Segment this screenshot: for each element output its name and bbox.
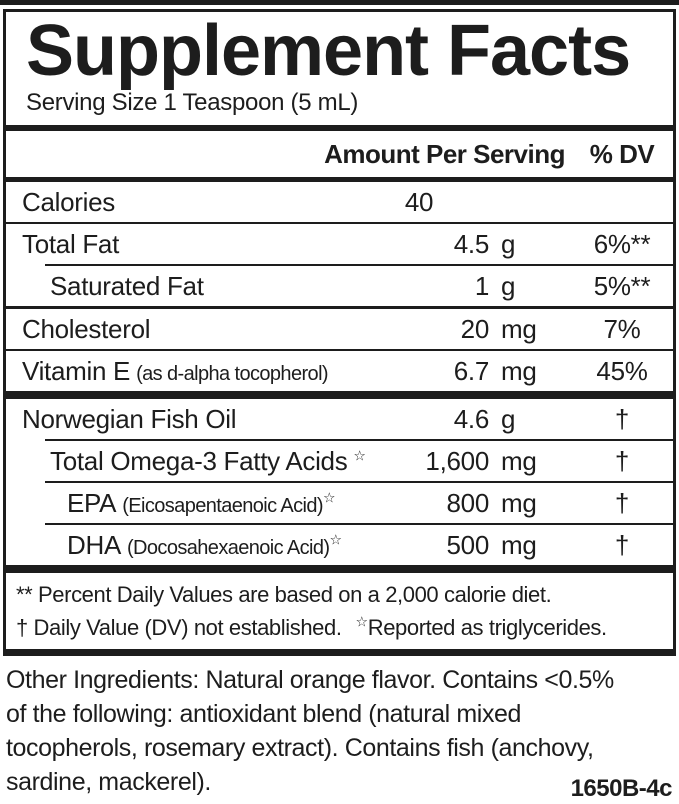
- amount-unit: g: [501, 403, 516, 434]
- dv-value: †: [614, 403, 630, 434]
- triglyceride-mark: ☆: [355, 614, 369, 631]
- divider-thick: [6, 391, 673, 400]
- row-total-omega3: Total Omega-3 Fatty Acids ☆ 1,600 mg †: [6, 441, 673, 481]
- row-saturated-fat: Saturated Fat 1 g 5%**: [6, 266, 673, 306]
- amount-unit: mg: [501, 313, 537, 344]
- dv-value: †: [614, 445, 630, 476]
- column-header-row: Amount Per Serving % DV: [6, 131, 673, 177]
- divider-thin-indented: [45, 264, 673, 267]
- footnote-percent-dv: ** Percent Daily Values are based on a 2…: [16, 582, 552, 608]
- nutrient-name: Total Omega-3 Fatty Acids: [50, 445, 348, 476]
- nutrient-name: Calories: [22, 186, 115, 217]
- product-code: 1650B-4c: [570, 775, 673, 802]
- row-norwegian-fish-oil: Norwegian Fish Oil 4.6 g †: [6, 399, 673, 439]
- amount-unit: mg: [501, 487, 537, 518]
- divider-thick: [6, 565, 673, 574]
- amount-unit: g: [501, 270, 516, 301]
- other-ingredients: Other Ingredients: Natural orange flavor…: [0, 656, 679, 799]
- footnote-line-2: † Daily Value (DV) not established. ☆Repo…: [16, 611, 663, 644]
- amount-unit: g: [501, 228, 516, 259]
- dv-value: 5%**: [593, 270, 651, 301]
- nutrient-name: Total Fat: [22, 228, 120, 259]
- amount-value: 800: [446, 487, 490, 518]
- amount-value: 1,600: [425, 445, 489, 476]
- divider-header: [6, 177, 673, 183]
- facts-panel: Supplement Facts Serving Size 1 Teaspoon…: [3, 9, 676, 657]
- footnote-dv-not-established: † Daily Value (DV) not established.: [16, 615, 342, 641]
- other-ingredients-line: sardine, mackerel).: [6, 768, 211, 797]
- title-block: Supplement Facts Serving Size 1 Teaspoon…: [6, 12, 673, 125]
- divider-thin: [6, 222, 673, 225]
- nutrient-name: Norwegian Fish Oil: [22, 403, 237, 434]
- nutrient-name: Saturated Fat: [50, 270, 204, 301]
- dv-value: †: [614, 487, 630, 518]
- amount-value: 6.7: [453, 355, 490, 386]
- other-ingredients-line: Other Ingredients: Natural orange flavor…: [6, 666, 614, 695]
- amount-value: 1: [474, 270, 489, 301]
- divider-thin: [6, 349, 673, 352]
- row-total-fat: Total Fat 4.5 g 6%**: [6, 224, 673, 264]
- divider-thick: [6, 125, 673, 132]
- amount-value: 40: [404, 186, 434, 217]
- nutrient-note: (Docosahexaenoic Acid): [127, 536, 330, 559]
- other-ingredients-line: of the following: antioxidant blend (nat…: [6, 700, 522, 729]
- divider-thin-indented: [45, 481, 673, 484]
- nutrient-note: (Eicosapentaenoic Acid): [122, 494, 323, 517]
- divider-thin-indented: [45, 523, 673, 526]
- triglyceride-mark: ☆: [353, 447, 366, 464]
- amount-unit: mg: [501, 355, 537, 386]
- top-edge-strip: [0, 0, 679, 5]
- row-cholesterol: Cholesterol 20 mg 7%: [6, 309, 673, 349]
- dv-value: †: [614, 529, 630, 560]
- nutrient-name: Cholesterol: [22, 313, 151, 344]
- divider-medium: [6, 306, 673, 310]
- serving-size: Serving Size 1 Teaspoon (5 mL): [26, 89, 359, 117]
- dv-value: 45%: [596, 355, 648, 386]
- triglyceride-mark: ☆: [329, 531, 342, 548]
- amount-value: 20: [460, 313, 490, 344]
- row-vitamin-e: Vitamin E (as d-alpha tocopherol) 6.7 mg …: [6, 351, 673, 391]
- amount-unit: mg: [501, 445, 537, 476]
- nutrient-name: EPA: [67, 487, 117, 518]
- amount-value: 4.5: [453, 228, 490, 259]
- dv-value: 6%**: [593, 228, 651, 259]
- row-epa: EPA (Eicosapentaenoic Acid)☆ 800 mg †: [6, 483, 673, 523]
- dv-value: 7%: [603, 313, 641, 344]
- amount-value: 4.6: [453, 403, 490, 434]
- row-calories: Calories 40: [6, 182, 673, 222]
- footnote-triglycerides: Reported as triglycerides.: [367, 615, 607, 641]
- other-ingredients-line: tocopherols, rosemary extract). Contains…: [6, 734, 594, 763]
- nutrient-name: DHA: [67, 529, 121, 560]
- footnotes: ** Percent Daily Values are based on a 2…: [6, 573, 673, 649]
- page-title: Supplement Facts: [26, 11, 631, 91]
- nutrient-name: Vitamin E: [22, 355, 131, 386]
- column-header-dv: % DV: [589, 138, 655, 169]
- column-header-amount: Amount Per Serving: [324, 138, 565, 169]
- amount-unit: mg: [501, 529, 537, 560]
- nutrient-note: (as d-alpha tocopherol): [136, 362, 328, 385]
- triglyceride-mark: ☆: [322, 489, 336, 506]
- row-dha: DHA (Docosahexaenoic Acid)☆ 500 mg †: [6, 525, 673, 565]
- amount-value: 500: [446, 529, 490, 560]
- divider-thin-indented: [45, 439, 673, 442]
